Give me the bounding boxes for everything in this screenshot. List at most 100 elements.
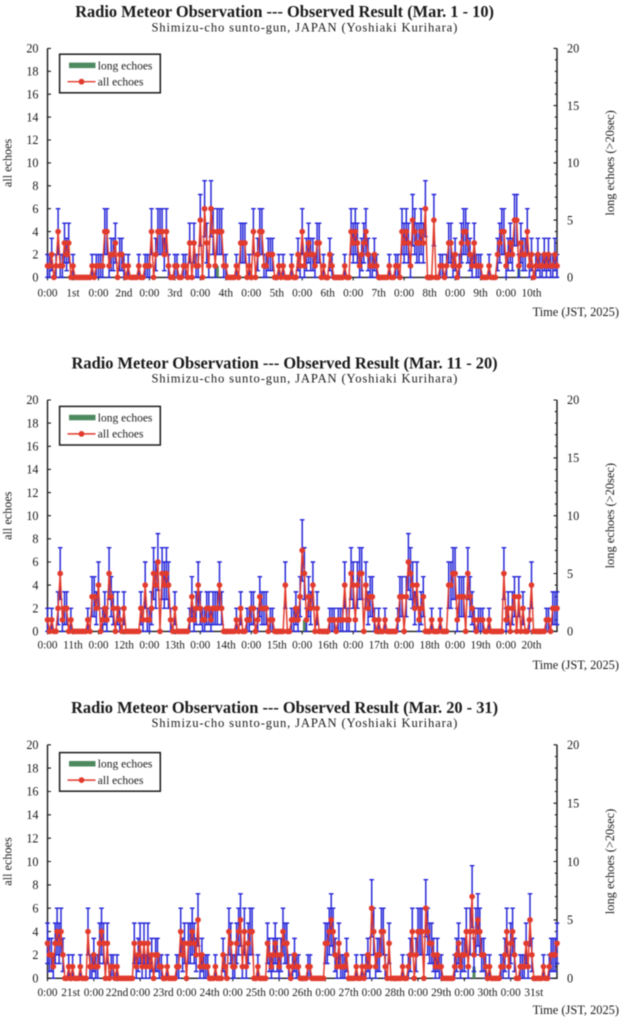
svg-text:11th: 11th (63, 639, 83, 651)
svg-text:0: 0 (567, 625, 573, 639)
svg-text:all echoes: all echoes (98, 77, 144, 89)
svg-text:2nd: 2nd (115, 288, 132, 300)
svg-text:all echoes: all echoes (1, 837, 15, 886)
svg-text:10: 10 (567, 156, 579, 170)
svg-text:1st: 1st (66, 288, 80, 300)
svg-text:10: 10 (26, 156, 38, 170)
svg-text:all echoes: all echoes (98, 429, 144, 441)
svg-text:16: 16 (26, 440, 38, 454)
svg-text:0:00: 0:00 (315, 987, 335, 999)
svg-text:long echoes (>20sec): long echoes (>20sec) (603, 463, 617, 568)
svg-text:all echoes: all echoes (1, 138, 15, 187)
svg-text:22nd: 22nd (106, 987, 129, 999)
svg-text:20: 20 (567, 738, 579, 752)
svg-text:Radio Meteor Observation --- O: Radio Meteor Observation --- Observed Re… (72, 353, 498, 372)
svg-text:2: 2 (32, 248, 38, 262)
svg-text:Time (JST, 2025): Time (JST, 2025) (533, 305, 619, 319)
svg-text:0:00: 0:00 (394, 288, 414, 300)
svg-text:Radio Meteor Observation --- O: Radio Meteor Observation --- Observed Re… (71, 698, 498, 717)
svg-text:6: 6 (32, 902, 38, 916)
svg-text:18: 18 (26, 65, 38, 79)
svg-text:17th: 17th (369, 639, 389, 651)
svg-text:16: 16 (26, 785, 38, 799)
svg-text:0: 0 (32, 972, 38, 986)
svg-text:13th: 13th (165, 639, 185, 651)
svg-text:25th: 25th (246, 987, 266, 999)
svg-text:Shimizu-cho sunto-gun, JAPAN (: Shimizu-cho sunto-gun, JAPAN (Yoshiaki K… (151, 716, 458, 730)
svg-text:long echoes: long echoes (98, 759, 153, 771)
svg-text:0: 0 (567, 972, 573, 986)
svg-text:15: 15 (567, 99, 579, 113)
svg-text:0:00: 0:00 (496, 288, 516, 300)
svg-text:4th: 4th (219, 288, 234, 300)
svg-text:8: 8 (32, 179, 38, 193)
svg-text:5th: 5th (270, 288, 285, 300)
svg-text:Time (JST, 2025): Time (JST, 2025) (533, 658, 619, 672)
svg-text:0:00: 0:00 (190, 639, 210, 651)
svg-text:20: 20 (26, 738, 38, 752)
svg-text:30th: 30th (477, 987, 497, 999)
svg-text:14: 14 (26, 463, 38, 477)
svg-text:0:00: 0:00 (223, 987, 243, 999)
svg-text:Shimizu-cho sunto-gun, JAPAN (: Shimizu-cho sunto-gun, JAPAN (Yoshiaki K… (151, 21, 458, 35)
svg-text:0:00: 0:00 (88, 288, 108, 300)
svg-text:18: 18 (26, 416, 38, 430)
svg-text:6: 6 (32, 202, 38, 216)
svg-text:8: 8 (32, 532, 38, 546)
svg-text:28th: 28th (385, 987, 405, 999)
svg-text:8: 8 (32, 878, 38, 892)
svg-text:26th: 26th (292, 987, 312, 999)
svg-text:Shimizu-cho sunto-gun, JAPAN (: Shimizu-cho sunto-gun, JAPAN (Yoshiaki K… (151, 371, 458, 385)
svg-text:4: 4 (32, 925, 38, 939)
svg-text:29th: 29th (431, 987, 451, 999)
svg-text:16: 16 (26, 87, 38, 101)
svg-text:12: 12 (26, 133, 38, 147)
svg-text:0:00: 0:00 (292, 639, 312, 651)
svg-text:0:00: 0:00 (292, 288, 312, 300)
svg-text:0:00: 0:00 (408, 987, 428, 999)
svg-text:0: 0 (32, 271, 38, 285)
svg-text:4: 4 (32, 225, 38, 239)
svg-text:12: 12 (26, 831, 38, 845)
svg-text:0:00: 0:00 (241, 639, 261, 651)
svg-text:7th: 7th (371, 288, 386, 300)
svg-text:0: 0 (567, 271, 573, 285)
svg-text:10th: 10th (521, 288, 541, 300)
svg-text:18th: 18th (420, 639, 440, 651)
svg-text:19th: 19th (471, 639, 491, 651)
svg-text:18: 18 (26, 761, 38, 775)
svg-text:24th: 24th (200, 987, 220, 999)
svg-text:0:00: 0:00 (37, 288, 57, 300)
svg-text:12: 12 (26, 486, 38, 500)
svg-text:2: 2 (32, 602, 38, 616)
svg-text:0:00: 0:00 (362, 987, 382, 999)
svg-text:0:00: 0:00 (501, 987, 521, 999)
svg-text:20: 20 (567, 393, 579, 407)
svg-text:16th: 16th (318, 639, 338, 651)
svg-text:27th: 27th (339, 987, 359, 999)
svg-text:0:00: 0:00 (445, 639, 465, 651)
svg-text:0:00: 0:00 (139, 639, 159, 651)
svg-text:6th: 6th (320, 288, 335, 300)
svg-text:15: 15 (567, 451, 579, 465)
svg-text:Radio Meteor Observation --- O: Radio Meteor Observation --- Observed Re… (75, 2, 494, 21)
svg-text:0:00: 0:00 (496, 639, 516, 651)
svg-text:21st: 21st (61, 987, 81, 999)
svg-text:15: 15 (567, 796, 579, 810)
svg-text:0:00: 0:00 (37, 639, 57, 651)
svg-text:0:00: 0:00 (394, 639, 414, 651)
svg-text:10: 10 (26, 855, 38, 869)
svg-text:8th: 8th (422, 288, 437, 300)
svg-text:4: 4 (32, 578, 38, 592)
svg-text:20th: 20th (521, 639, 541, 651)
svg-text:0:00: 0:00 (84, 987, 104, 999)
svg-text:12th: 12th (114, 639, 134, 651)
svg-text:long echoes (>20sec): long echoes (>20sec) (603, 809, 617, 914)
svg-text:all echoes: all echoes (98, 775, 144, 787)
svg-text:all echoes: all echoes (1, 491, 15, 540)
svg-text:0:00: 0:00 (454, 987, 474, 999)
svg-text:2: 2 (32, 948, 38, 962)
svg-text:14th: 14th (216, 639, 236, 651)
svg-text:0:00: 0:00 (139, 288, 159, 300)
svg-text:3rd: 3rd (167, 288, 182, 300)
